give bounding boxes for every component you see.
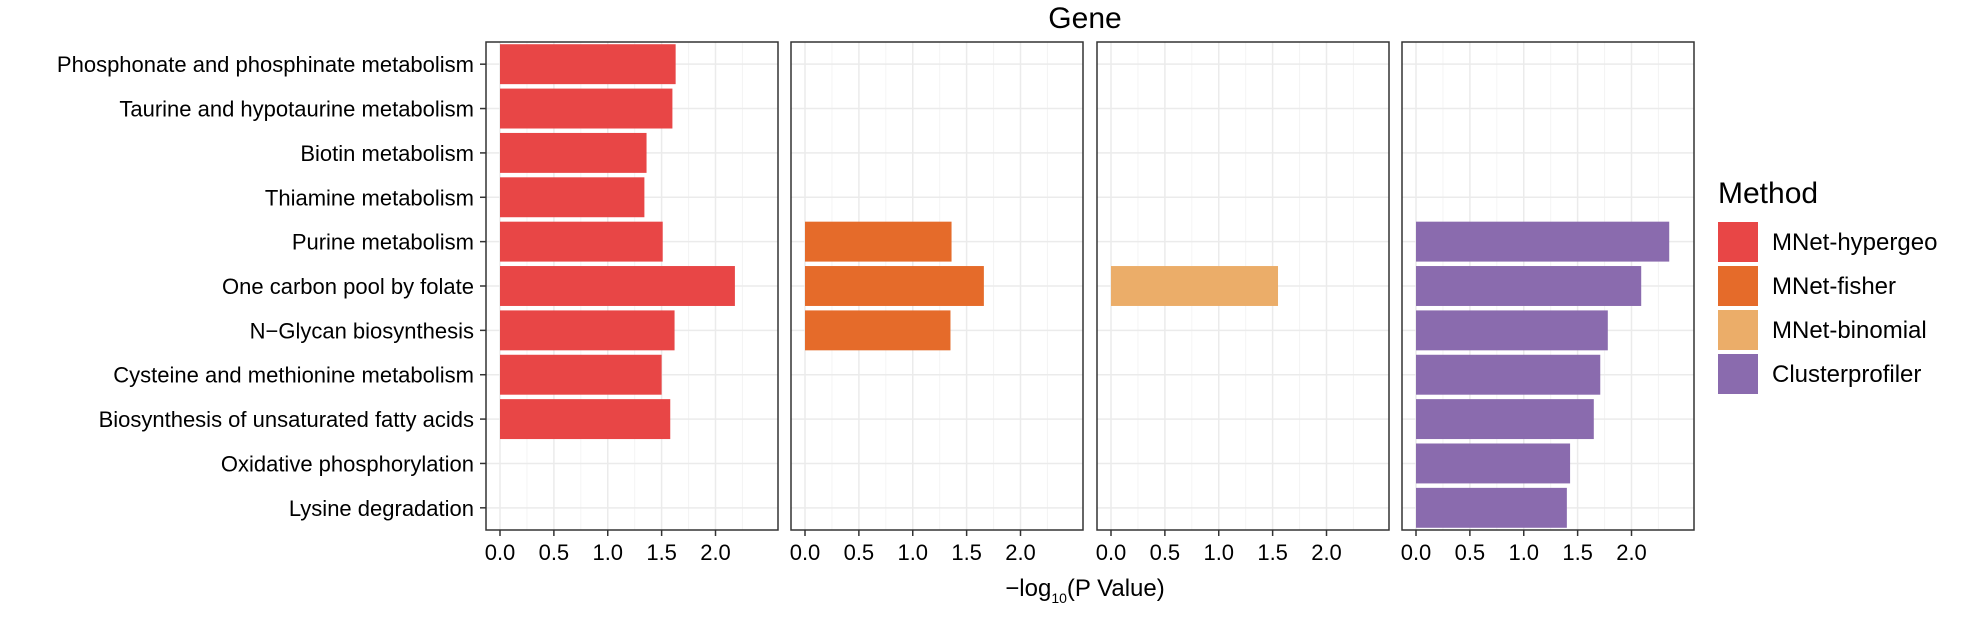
bar-clusterprofiler-purine-metabolism	[1416, 221, 1670, 262]
x-tick-label: 1.0	[592, 540, 623, 565]
category-labels: Phosphonate and phosphinate metabolism Ta…	[57, 52, 474, 521]
x-tick-label: 1.0	[1203, 540, 1234, 565]
bar-clusterprofiler-cysteine-and-methionine-metabolism	[1416, 354, 1601, 395]
legend-label-clusterprofiler: Clusterprofiler	[1772, 361, 1921, 388]
bar-clusterprofiler-n-glycan-biosynthesis	[1416, 310, 1608, 351]
legend: Method MNet-hypergeo MNet-fisher MNet-bino…	[1718, 177, 1937, 394]
bar-clusterprofiler-biosynthesis-of-unsaturated-fatty-acids	[1416, 399, 1594, 440]
legend-key-mnet-binomial	[1718, 310, 1758, 350]
x-tick-label: 2.0	[700, 540, 731, 565]
bar-clusterprofiler-oxidative-phosphorylation	[1416, 443, 1571, 484]
bar-clusterprofiler-lysine-degradation	[1416, 487, 1567, 528]
legend-item-mnet-hypergeo: MNet-hypergeo	[1718, 222, 1937, 262]
panel-border	[1096, 41, 1390, 531]
legend-key-mnet-hypergeo	[1718, 222, 1758, 262]
legend-label-mnet-fisher: MNet-fisher	[1772, 273, 1896, 300]
x-tick-label: 1.0	[1508, 540, 1539, 565]
x-axis-title-suffix: (P Value)	[1067, 575, 1165, 602]
category-label-oxidative-phosphorylation: Oxidative phosphorylation	[221, 451, 474, 476]
bar-mnet-binomial-one-carbon-pool-by-folate	[1111, 266, 1279, 306]
legend-key-mnet-fisher	[1718, 266, 1758, 306]
x-tick-label: 1.5	[951, 540, 982, 565]
chart-title: Gene	[1048, 2, 1121, 35]
x-tick-label: 2.0	[1616, 540, 1647, 565]
bar-mnet-hypergeo-taurine-and-hypotaurine-metabolism	[500, 88, 673, 129]
category-label-cysteine-and-methionine-metabolism: Cysteine and methionine metabolism	[113, 363, 474, 388]
panel-border	[790, 41, 1084, 531]
x-tick-label: 0.5	[539, 540, 570, 565]
category-label-purine-metabolism: Purine metabolism	[292, 230, 474, 255]
x-tick-label: 0.5	[844, 540, 875, 565]
bar-mnet-hypergeo-biotin-metabolism	[500, 132, 647, 173]
bar-mnet-hypergeo-biosynthesis-of-unsaturated-fatty-acids	[500, 399, 671, 440]
bar-clusterprofiler-one-carbon-pool-by-folate	[1416, 266, 1642, 306]
bar-mnet-hypergeo-purine-metabolism	[500, 221, 663, 262]
legend-items: MNet-hypergeo MNet-fisher MNet-binomial Clu…	[1718, 222, 1937, 394]
legend-key-clusterprofiler	[1718, 354, 1758, 394]
legend-title: Method	[1718, 177, 1818, 210]
bar-mnet-fisher-n-glycan-biosynthesis	[805, 310, 951, 351]
panels: 0.0 0.5 1.0 1.5 2.0 0.0 0.5 1.0 1.5 2.0 0.0 0.5 1.0 1…	[480, 41, 1695, 565]
category-label-thiamine-metabolism: Thiamine metabolism	[265, 185, 474, 210]
bar-mnet-hypergeo-one-carbon-pool-by-folate	[500, 266, 735, 306]
x-axis-title: −log10(P Value)	[1005, 575, 1164, 606]
x-tick-label: 0.0	[1096, 540, 1127, 565]
panel-mnet-fisher: 0.0 0.5 1.0 1.5 2.0	[790, 41, 1084, 565]
x-tick-label: 0.0	[485, 540, 516, 565]
panel-border	[1401, 41, 1695, 531]
x-axis-title-prefix: −log	[1005, 575, 1051, 602]
x-tick-label: 2.0	[1005, 540, 1036, 565]
x-tick-label: 0.5	[1150, 540, 1181, 565]
category-label-lysine-degradation: Lysine degradation	[289, 496, 474, 521]
x-tick-label: 0.0	[790, 540, 821, 565]
category-label-biosynthesis-of-unsaturated-fatty-acids: Biosynthesis of unsaturated fatty acids	[99, 407, 474, 432]
x-tick-label: 1.0	[897, 540, 928, 565]
x-tick-label: 0.5	[1455, 540, 1486, 565]
bar-mnet-hypergeo-thiamine-metabolism	[500, 177, 645, 218]
bar-mnet-fisher-purine-metabolism	[805, 221, 952, 262]
panel-mnet-hypergeo: 0.0 0.5 1.0 1.5 2.0	[480, 41, 779, 565]
x-tick-label: 2.0	[1311, 540, 1342, 565]
legend-item-clusterprofiler: Clusterprofiler	[1718, 354, 1921, 394]
legend-label-mnet-binomial: MNet-binomial	[1772, 317, 1927, 344]
x-tick-label: 0.0	[1401, 540, 1432, 565]
bar-mnet-hypergeo-cysteine-and-methionine-metabolism	[500, 354, 662, 395]
x-axis-title-subscript: 10	[1051, 590, 1067, 606]
category-label-phosphonate-and-phosphinate-metabolism: Phosphonate and phosphinate metabolism	[57, 52, 474, 77]
bar-mnet-fisher-one-carbon-pool-by-folate	[805, 266, 984, 306]
legend-item-mnet-binomial: MNet-binomial	[1718, 310, 1927, 350]
bar-mnet-hypergeo-n-glycan-biosynthesis	[500, 310, 675, 351]
legend-label-mnet-hypergeo: MNet-hypergeo	[1772, 229, 1937, 256]
x-tick-label: 1.5	[1562, 540, 1593, 565]
category-label-taurine-and-hypotaurine-metabolism: Taurine and hypotaurine metabolism	[119, 97, 474, 122]
category-label-one-carbon-pool-by-folate: One carbon pool by folate	[222, 274, 474, 299]
panel-clusterprofiler: 0.0 0.5 1.0 1.5 2.0	[1401, 41, 1695, 565]
legend-item-mnet-fisher: MNet-fisher	[1718, 266, 1896, 306]
category-label-biotin-metabolism: Biotin metabolism	[300, 141, 474, 166]
x-tick-label: 1.5	[646, 540, 677, 565]
category-label-n-glycan-biosynthesis: N−Glycan biosynthesis	[250, 318, 474, 343]
bar-mnet-hypergeo-phosphonate-and-phosphinate-metabolism	[500, 44, 676, 85]
x-tick-label: 1.5	[1257, 540, 1288, 565]
panel-mnet-binomial: 0.0 0.5 1.0 1.5 2.0	[1096, 41, 1390, 565]
